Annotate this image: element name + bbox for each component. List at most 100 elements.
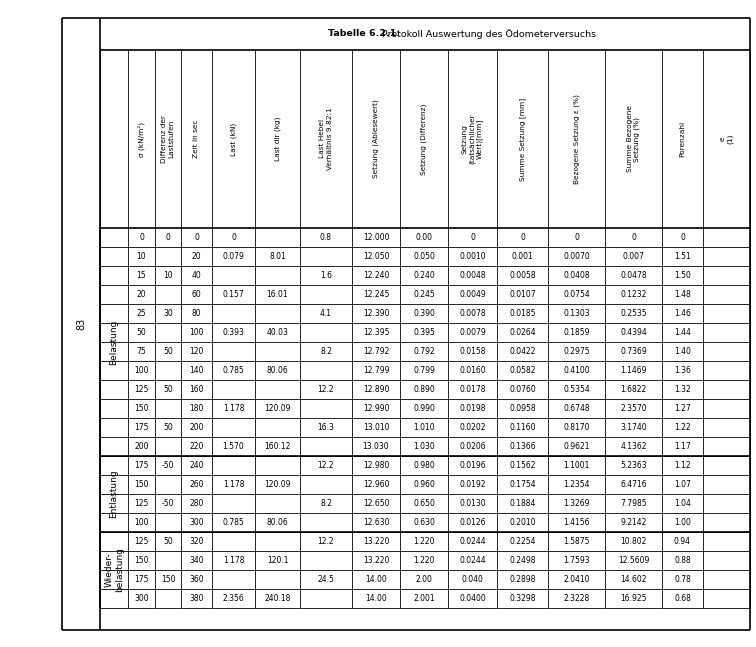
- Text: 1.00: 1.00: [674, 518, 691, 527]
- Text: 0.395: 0.395: [413, 328, 435, 337]
- Text: 8.01: 8.01: [269, 252, 286, 261]
- Text: 0.9621: 0.9621: [563, 442, 590, 451]
- Text: 0.0422: 0.0422: [510, 347, 536, 356]
- Text: 0: 0: [631, 233, 636, 242]
- Text: 1.030: 1.030: [413, 442, 435, 451]
- Text: 200: 200: [189, 423, 204, 432]
- Text: 120.09: 120.09: [265, 404, 291, 413]
- Text: 0.0078: 0.0078: [459, 309, 486, 318]
- Text: 9.2142: 9.2142: [621, 518, 646, 527]
- Text: 1.2354: 1.2354: [563, 480, 590, 489]
- Text: 0.245: 0.245: [413, 290, 435, 299]
- Text: 0.0178: 0.0178: [459, 385, 486, 394]
- Text: 0.0049: 0.0049: [459, 290, 486, 299]
- Text: 0.792: 0.792: [413, 347, 435, 356]
- Text: 0.040: 0.040: [462, 575, 483, 584]
- Text: 75: 75: [137, 347, 147, 356]
- Text: 0.799: 0.799: [413, 366, 435, 375]
- Text: 30: 30: [163, 309, 173, 318]
- Text: 0: 0: [680, 233, 685, 242]
- Text: 1.17: 1.17: [674, 442, 691, 451]
- Text: 0.0185: 0.0185: [510, 309, 536, 318]
- Text: 1.27: 1.27: [674, 404, 691, 413]
- Text: 280: 280: [189, 499, 203, 508]
- Text: 12.2: 12.2: [318, 537, 334, 546]
- Text: 80.06: 80.06: [267, 518, 288, 527]
- Text: 1.51: 1.51: [674, 252, 691, 261]
- Text: 0.2898: 0.2898: [510, 575, 536, 584]
- Text: 10: 10: [163, 271, 173, 280]
- Text: 380: 380: [189, 594, 204, 603]
- Text: 0.157: 0.157: [222, 290, 244, 299]
- Text: 340: 340: [189, 556, 204, 565]
- Text: 1.178: 1.178: [223, 404, 244, 413]
- Text: 80.06: 80.06: [267, 366, 288, 375]
- Text: 2.00: 2.00: [416, 575, 432, 584]
- Text: 360: 360: [189, 575, 204, 584]
- Text: 13.220: 13.220: [363, 556, 389, 565]
- Text: 1.178: 1.178: [223, 480, 244, 489]
- Text: 0.3298: 0.3298: [510, 594, 536, 603]
- Text: 0.050: 0.050: [413, 252, 435, 261]
- Text: 0.0202: 0.0202: [459, 423, 486, 432]
- Text: 3.1740: 3.1740: [620, 423, 647, 432]
- Text: 12.890: 12.890: [363, 385, 389, 394]
- Text: 10.802: 10.802: [621, 537, 646, 546]
- Text: 1.010: 1.010: [414, 423, 435, 432]
- Text: 2.001: 2.001: [414, 594, 435, 603]
- Text: 1.570: 1.570: [222, 442, 244, 451]
- Text: 150: 150: [135, 556, 149, 565]
- Text: 1.46: 1.46: [674, 309, 691, 318]
- Text: 0.0130: 0.0130: [459, 499, 486, 508]
- Text: 12.650: 12.650: [363, 499, 389, 508]
- Text: 160.12: 160.12: [265, 442, 291, 451]
- Text: 0.0058: 0.0058: [510, 271, 536, 280]
- Text: 24.5: 24.5: [318, 575, 334, 584]
- Text: e
(1): e (1): [720, 134, 733, 144]
- Text: 1.48: 1.48: [674, 290, 691, 299]
- Text: 12.799: 12.799: [363, 366, 389, 375]
- Text: 0.2254: 0.2254: [510, 537, 536, 546]
- Text: 0.1303: 0.1303: [563, 309, 590, 318]
- Text: 150: 150: [161, 575, 175, 584]
- Text: 0.78: 0.78: [674, 575, 691, 584]
- Text: 0.4100: 0.4100: [563, 366, 590, 375]
- Text: 0.0158: 0.0158: [459, 347, 486, 356]
- Text: 220: 220: [189, 442, 203, 451]
- Text: 1.04: 1.04: [674, 499, 691, 508]
- Text: 0.0408: 0.0408: [563, 271, 590, 280]
- Text: Differenz der
Laststufen: Differenz der Laststufen: [162, 115, 175, 163]
- Text: 6.4716: 6.4716: [620, 480, 647, 489]
- Text: 0.0198: 0.0198: [459, 404, 486, 413]
- Text: 12.990: 12.990: [363, 404, 389, 413]
- Text: 0: 0: [574, 233, 579, 242]
- Text: 1.1469: 1.1469: [620, 366, 646, 375]
- Text: Belastung: Belastung: [110, 320, 119, 365]
- Text: 12.245: 12.245: [363, 290, 389, 299]
- Text: 1.4156: 1.4156: [563, 518, 590, 527]
- Text: 14.00: 14.00: [365, 575, 387, 584]
- Text: 0.007: 0.007: [622, 252, 644, 261]
- Text: 0.0582: 0.0582: [510, 366, 536, 375]
- Text: Entlastung: Entlastung: [110, 470, 119, 518]
- Text: 1.36: 1.36: [674, 366, 691, 375]
- Text: 0.8: 0.8: [320, 233, 332, 242]
- Text: 1.5875: 1.5875: [563, 537, 590, 546]
- Text: 1.178: 1.178: [223, 556, 244, 565]
- Text: 12.2: 12.2: [318, 461, 334, 470]
- Text: 175: 175: [135, 575, 149, 584]
- Text: 0.94: 0.94: [674, 537, 691, 546]
- Text: 0.980: 0.980: [413, 461, 435, 470]
- Text: Summe Bezogene
Setzung (%): Summe Bezogene Setzung (%): [627, 105, 640, 173]
- Text: 16.01: 16.01: [267, 290, 288, 299]
- Text: 8.2: 8.2: [320, 347, 332, 356]
- Text: 60: 60: [191, 290, 201, 299]
- Text: 0.5354: 0.5354: [563, 385, 590, 394]
- Text: 320: 320: [189, 537, 204, 546]
- Text: 16.925: 16.925: [620, 594, 646, 603]
- Text: 0.0126: 0.0126: [459, 518, 486, 527]
- Text: 0.890: 0.890: [413, 385, 435, 394]
- Text: 180: 180: [189, 404, 203, 413]
- Text: 0.0244: 0.0244: [459, 537, 486, 546]
- Text: 2.3228: 2.3228: [563, 594, 590, 603]
